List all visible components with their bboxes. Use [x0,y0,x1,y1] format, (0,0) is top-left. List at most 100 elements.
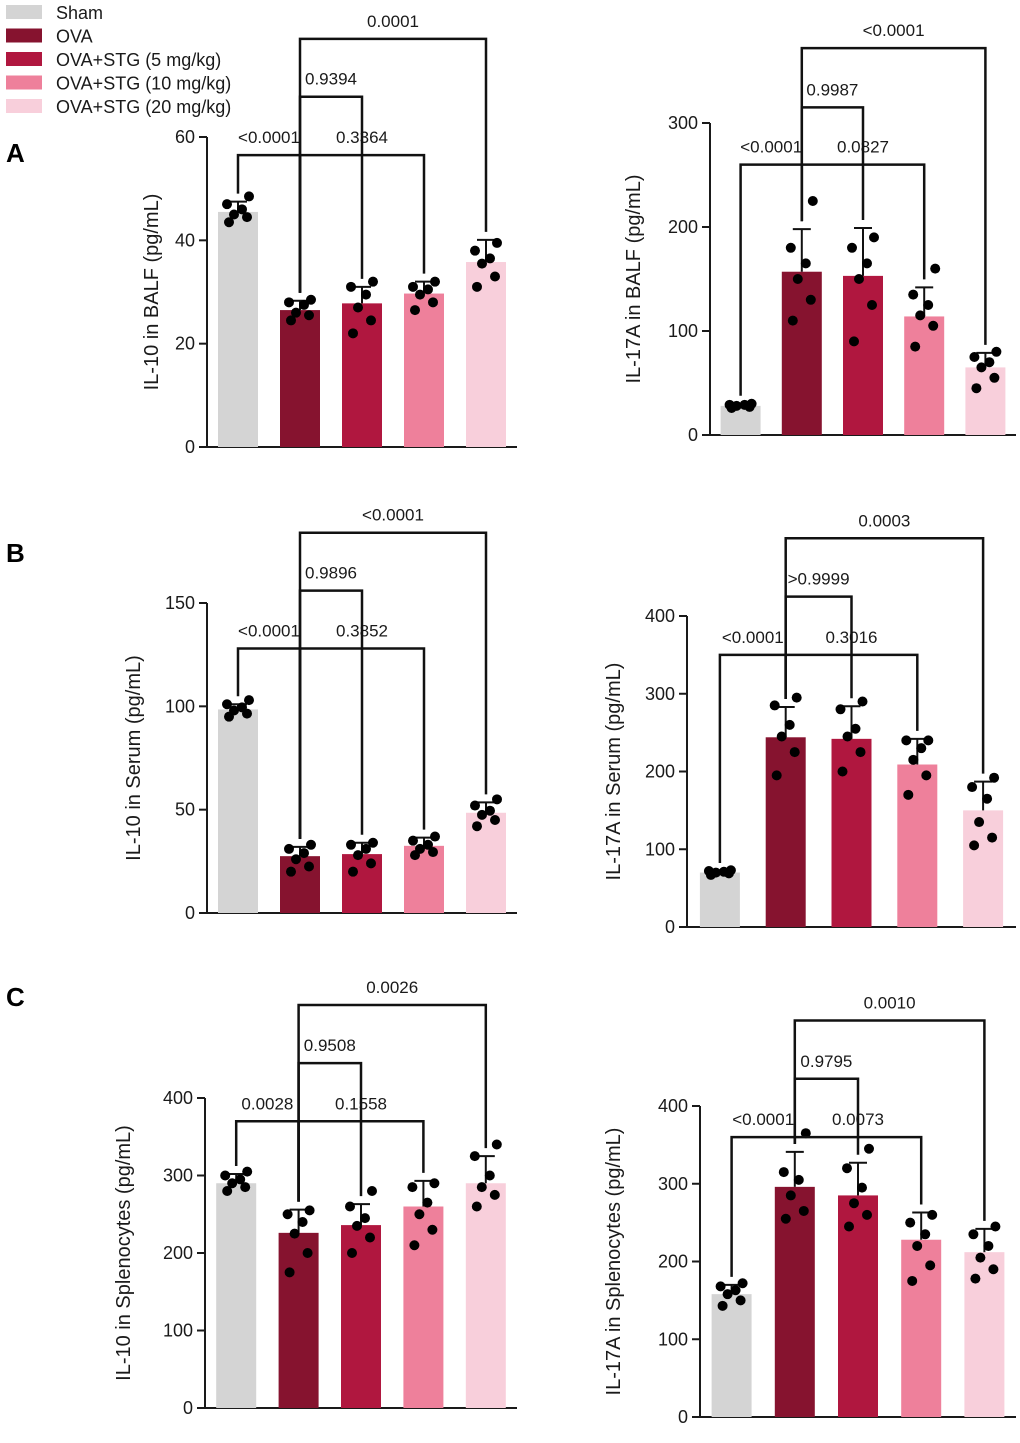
data-point [470,800,480,811]
legend-label: OVA+STG (10 mg/kg) [56,74,231,94]
y-tick-label: 200 [163,1243,193,1263]
p-value-label: 0.0026 [366,978,418,997]
significance-bracket [800,46,987,345]
data-point [984,357,995,368]
data-point [227,1178,238,1189]
data-point [703,866,714,877]
data-point [306,294,316,305]
data-point [304,1205,315,1216]
legend-swatch [6,99,42,113]
data-point [470,245,480,256]
bar [897,764,938,927]
data-point [489,1189,500,1200]
data-point [855,747,866,758]
data-point [491,1139,502,1150]
data-point [746,398,757,409]
data-point [916,743,927,754]
data-point [849,1198,859,1209]
data-point [862,1209,872,1220]
data-point [908,754,919,765]
data-point [807,196,818,206]
data-point [407,1182,418,1193]
bar [963,810,1004,927]
data-point [367,1186,377,1196]
y-axis-label: IL-10 in BALF (pg/mL) [141,194,163,391]
data-point [850,723,861,734]
data-point [805,294,816,305]
bar [843,275,883,435]
data-point [982,793,993,804]
data-point [469,1151,480,1162]
bar [216,1183,257,1408]
data-point [490,271,500,282]
data-point [849,336,859,347]
panel-label-b: B [6,538,25,568]
data-point [791,692,802,703]
y-tick-label: 200 [668,217,698,237]
significance-bracket [297,1061,363,1202]
data-point [780,1213,791,1224]
data-point [472,821,482,832]
chart-il10-splenocytes: 0 100 200 300 400 IL-10 in Splenocytes (pg/mL… [113,978,517,1418]
data-point [970,1273,981,1284]
data-point [240,1182,251,1193]
legend-swatch [6,5,42,19]
data-point [368,837,378,848]
bar [404,845,444,913]
data-point [235,1174,246,1185]
data-point [477,809,487,820]
legend-swatch [6,75,42,90]
data-point [785,1190,796,1201]
data-point [787,315,798,326]
data-point [908,289,919,300]
data-point [472,281,482,292]
data-point [237,204,247,215]
data-point [430,276,440,287]
p-value-label: <0.0001 [238,128,300,147]
data-point [921,770,932,781]
data-point [408,835,418,846]
y-tick-label: 0 [185,437,195,457]
data-point [910,341,921,352]
data-point [423,839,433,850]
data-point [976,362,987,373]
chart-il10-serum: 0 50 100 150 IL-10 in Serum (pg/mL) <0.0001 0.… [123,506,517,923]
data-point [778,1167,789,1178]
significance-bracket [298,37,488,293]
data-point [484,1170,495,1181]
y-tick-label: 200 [645,762,675,782]
data-point [415,289,425,300]
y-tick-label: 300 [658,1174,688,1194]
data-point [857,1182,867,1193]
p-value-label: <0.0001 [362,506,424,525]
data-point [862,258,872,269]
significance-bracket [784,595,853,699]
data-point [229,705,239,716]
data-point [284,843,294,854]
y-axis-label: IL-17A in BALF (pg/mL) [623,175,645,384]
p-value-label: <0.0001 [732,1110,794,1129]
data-point [967,782,978,793]
data-point [901,735,912,746]
bar [403,1206,444,1408]
p-value-label: <0.0001 [238,621,300,640]
legend-label: Sham [56,3,103,23]
data-point [987,832,998,843]
data-point [284,1267,295,1278]
data-point [366,315,376,326]
data-point [785,242,796,253]
data-point [408,281,418,292]
data-point [304,310,314,321]
data-point [927,1209,938,1220]
data-point [989,372,1000,383]
data-point [428,297,438,308]
p-value-label: <0.0001 [740,138,802,157]
p-value-label: 0.0028 [241,1094,293,1113]
data-point [492,237,502,248]
significance-bracket [298,95,364,293]
data-point [842,731,853,742]
data-point [928,320,939,331]
data-point [835,704,846,715]
data-point [242,1166,253,1177]
